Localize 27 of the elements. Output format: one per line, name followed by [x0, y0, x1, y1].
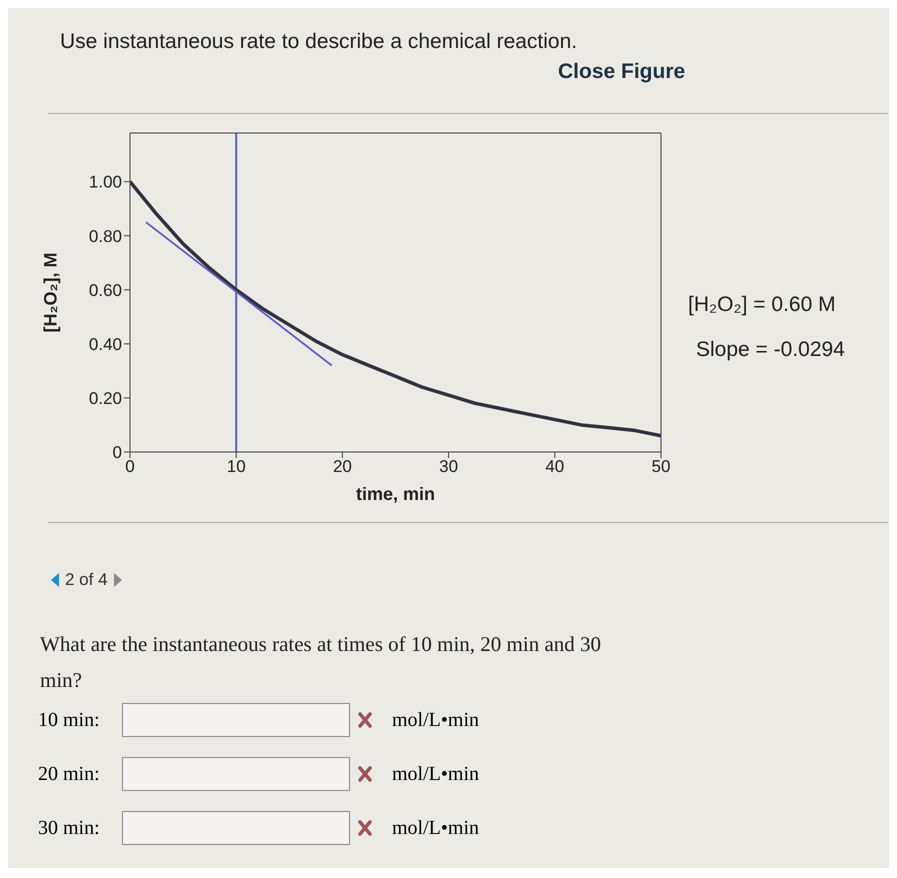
x-axis-title: time, min	[356, 484, 436, 504]
text: 30 min:	[38, 816, 101, 840]
text: mol/L•min	[392, 762, 480, 786]
x-tick-label: 50	[652, 457, 670, 476]
y-tick-label: 0.20	[88, 388, 122, 408]
text: 20 min:	[38, 762, 101, 786]
line-series	[130, 180, 661, 438]
y-tick-label: 0.40	[88, 334, 122, 354]
x-tick-label: 30	[439, 457, 458, 476]
text: 2 of 4	[65, 570, 108, 590]
x-tick-label: 0	[125, 457, 135, 476]
y-tick-label: 0	[112, 443, 122, 462]
text: What are the instantaneous rates at times of 10 min, 20 min and 30 min?	[40, 631, 602, 694]
y-tick-label: 0.60	[88, 280, 122, 300]
y-axis-title: [H₂O₂], M	[40, 252, 60, 332]
text: [H₂O₂] = 0.60 M	[688, 293, 836, 317]
chart-title: Use instantaneous rate to describe a chemical reaction.	[60, 30, 578, 54]
y-tick-label: 1.00	[88, 172, 122, 192]
text: Slope = -0.0294	[696, 338, 845, 362]
x-tick-label: 10	[226, 457, 246, 476]
text: Close Figure	[558, 60, 686, 84]
y-tick-label: 0.80	[88, 226, 122, 246]
text: mol/L•min	[392, 708, 480, 732]
x-tick-label: 20	[332, 457, 352, 476]
text: 10 min:	[38, 708, 101, 732]
x-tick-label: 40	[545, 457, 564, 476]
text: mol/L•min	[392, 816, 480, 840]
